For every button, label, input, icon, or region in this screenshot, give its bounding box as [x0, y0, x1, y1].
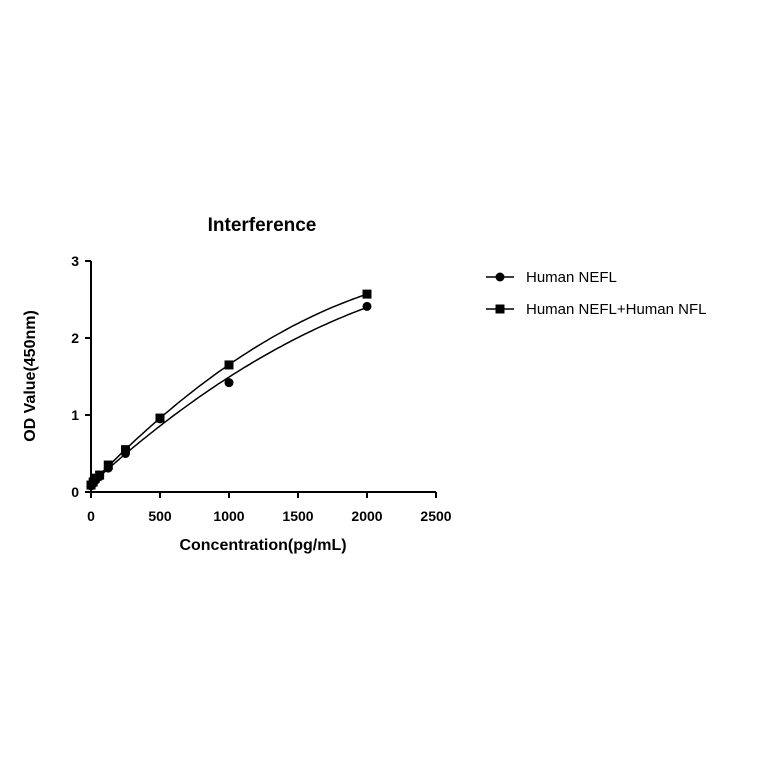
legend-item-human-nefl: Human NEFL: [486, 269, 617, 286]
legend-label-human-nefl: Human NEFL: [526, 269, 617, 286]
data-point-square: [121, 445, 130, 455]
data-point-square: [362, 289, 372, 299]
x-tick-label: 1500: [282, 508, 313, 524]
y-axis-label: OD Value(450nm): [22, 310, 39, 442]
data-point-square: [155, 413, 165, 423]
x-tick-label: 0: [87, 508, 95, 524]
y-tick-label: 2: [71, 330, 79, 346]
fit-curve-series-1: [90, 293, 368, 485]
data-points: [86, 289, 372, 491]
x-tick-label: 500: [148, 508, 172, 524]
data-point-square: [224, 360, 234, 370]
y-tick-label: 0: [71, 484, 79, 500]
legend: Human NEFL Human NEFL+Human NFL: [486, 269, 706, 318]
x-ticks: 0 500 1000 1500 2000 2500: [87, 492, 452, 524]
legend-marker-square: [495, 304, 505, 314]
y-tick-label: 1: [71, 407, 79, 423]
legend-item-human-nefl-nfl: Human NEFL+Human NFL: [486, 301, 706, 318]
x-axis-label: Concentration(pg/mL): [179, 537, 346, 554]
data-point-circle: [362, 301, 372, 311]
x-tick-label: 2500: [420, 508, 451, 524]
fit-curves: [90, 293, 368, 485]
data-point-square: [103, 460, 113, 470]
fit-curve-series-0: [90, 306, 368, 485]
y-tick-label: 3: [71, 253, 79, 269]
legend-marker-circle: [495, 272, 505, 282]
y-ticks: 0 1 2 3: [71, 253, 91, 500]
data-point-circle: [224, 378, 234, 388]
legend-label-human-nefl-nfl: Human NEFL+Human NFL: [526, 301, 706, 318]
x-tick-label: 1000: [213, 508, 244, 524]
x-tick-label: 2000: [351, 508, 382, 524]
chart-title: Interference: [208, 215, 317, 236]
data-point-square: [95, 470, 105, 480]
